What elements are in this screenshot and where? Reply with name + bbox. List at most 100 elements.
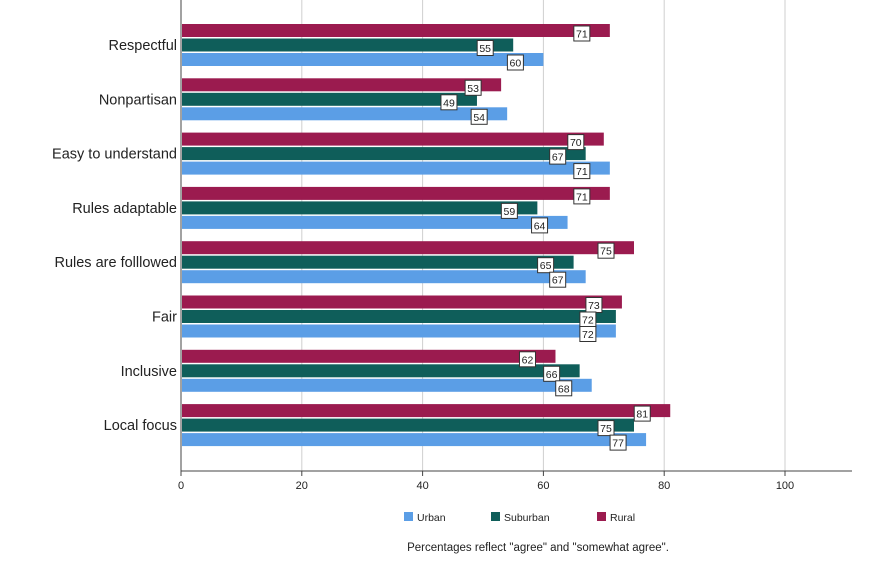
x-tick-label: 0: [178, 480, 184, 492]
data-label-box: [543, 365, 561, 382]
data-label-box: [609, 434, 627, 451]
data-label: 71: [573, 163, 591, 180]
legend-swatch: [491, 512, 500, 521]
data-label: 70: [567, 134, 585, 151]
data-label-value: 66: [546, 369, 558, 381]
bars: [182, 24, 671, 447]
data-label: 55: [476, 40, 494, 56]
legend-item-suburban: Suburban: [491, 512, 550, 524]
legend: Urban Suburban Rural: [404, 512, 635, 524]
data-label-box: [573, 163, 591, 180]
bar-urban: [182, 53, 544, 66]
data-label-box: [597, 420, 615, 437]
data-label-value: 75: [600, 246, 612, 258]
data-label: 72: [579, 311, 597, 328]
data-label-box: [573, 188, 591, 205]
bar-rural: [182, 24, 610, 37]
data-label: 72: [579, 326, 597, 342]
category-label: Respectful: [108, 38, 177, 54]
category-label: Easy to understand: [52, 147, 177, 163]
bar-rural: [182, 295, 622, 309]
legend-label: Urban: [417, 512, 446, 524]
data-label-value: 73: [588, 300, 600, 312]
data-label: 64: [531, 217, 549, 234]
data-label: 67: [549, 148, 567, 165]
data-label-box: [555, 380, 573, 397]
data-label-value: 77: [612, 438, 624, 450]
data-label: 66: [543, 365, 561, 382]
data-label-value: 60: [510, 58, 522, 70]
data-label-value: 54: [473, 112, 485, 124]
data-label-value: 67: [552, 275, 564, 287]
tick-labels: 0 20 40 60 80 100: [178, 471, 794, 492]
category-label: Fair: [152, 310, 177, 326]
bar-urban: [182, 324, 616, 338]
data-label-box: [476, 40, 494, 56]
data-label-box: [549, 148, 567, 165]
legend-item-rural: Rural: [597, 512, 635, 524]
bar-suburban: [182, 364, 580, 378]
data-label: 71: [573, 25, 591, 42]
x-tick-label: 80: [658, 480, 670, 492]
bar-urban: [182, 215, 568, 229]
bar-suburban: [182, 418, 634, 432]
data-label-box: [537, 257, 555, 274]
data-label: 67: [549, 271, 567, 288]
data-label-value: 67: [552, 152, 564, 164]
data-label-box: [464, 79, 482, 96]
bar-suburban: [182, 201, 538, 215]
data-label-box: [567, 134, 585, 151]
data-labels: 7155605349547067717159647565677372726266…: [440, 25, 651, 451]
data-label-value: 53: [467, 83, 479, 95]
data-label-value: 68: [558, 383, 570, 395]
category-label: Nonpartisan: [99, 92, 177, 108]
x-tick-label: 100: [776, 480, 794, 492]
bar-rural: [182, 241, 634, 255]
data-label-box: [470, 108, 488, 125]
legend-label: Rural: [610, 512, 635, 524]
data-label-value: 71: [576, 191, 588, 203]
bar-suburban: [182, 38, 514, 52]
data-label-box: [518, 351, 536, 368]
data-label: 68: [555, 380, 573, 397]
legend-swatch: [597, 512, 606, 521]
x-tick-label: 20: [296, 480, 308, 492]
category-label: Local focus: [104, 418, 177, 434]
data-label-box: [506, 54, 524, 71]
bar-urban: [182, 378, 592, 392]
data-label: 73: [585, 297, 603, 313]
bar-suburban: [182, 310, 616, 323]
category-label: Inclusive: [121, 364, 177, 380]
bar-rural: [182, 186, 610, 200]
data-label-box: [633, 405, 651, 422]
data-label-value: 70: [570, 137, 582, 149]
bar-suburban: [182, 92, 477, 106]
data-label: 81: [633, 405, 651, 422]
data-label: 71: [573, 188, 591, 205]
data-label: 54: [470, 108, 488, 125]
data-label-value: 75: [600, 423, 612, 435]
data-label-value: 72: [582, 315, 594, 327]
data-label-value: 81: [636, 409, 648, 421]
data-label: 75: [597, 420, 615, 437]
data-label-value: 62: [522, 354, 534, 366]
bar-urban: [182, 107, 508, 121]
bar-rural: [182, 349, 556, 363]
data-label-value: 59: [504, 206, 516, 218]
data-label-box: [500, 202, 518, 219]
data-label-value: 72: [582, 329, 594, 341]
data-label: 77: [609, 434, 627, 451]
data-label: 62: [518, 351, 536, 368]
category-label: Rules adaptable: [72, 201, 177, 217]
data-label-value: 71: [576, 166, 588, 178]
data-label-box: [597, 242, 615, 259]
bar-urban: [182, 433, 647, 447]
bar-rural: [182, 78, 502, 92]
data-label: 49: [440, 94, 458, 111]
data-label: 53: [464, 79, 482, 96]
data-label: 59: [500, 202, 518, 219]
data-label-box: [440, 94, 458, 111]
bar-suburban: [182, 255, 574, 269]
data-label-value: 49: [443, 97, 455, 109]
